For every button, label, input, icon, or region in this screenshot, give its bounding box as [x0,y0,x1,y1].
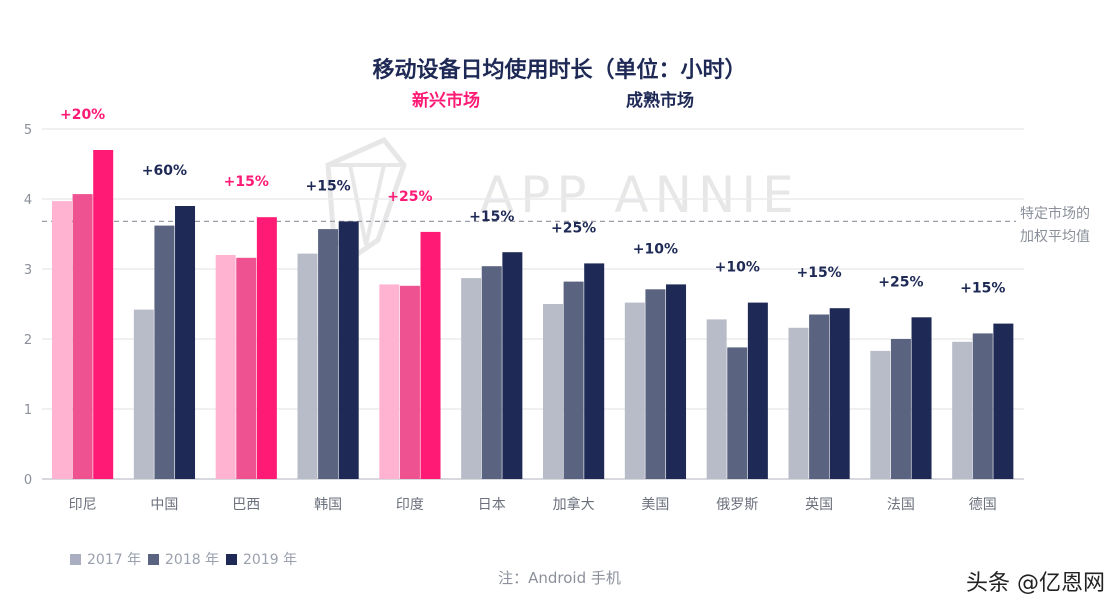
bar-印尼-2018年 [72,194,93,479]
legend-label-2018: 2018 年 [165,552,220,568]
reference-line-label: 特定市场的 加权平均值 [1020,203,1115,249]
y-tick-label: 5 [24,123,32,138]
legend-item-2019: 2019 年 [226,549,297,569]
x-category-label: 巴西 [232,497,260,513]
mature-markets-label: 成熟市场 [626,91,694,111]
bar-中国-2018年 [154,225,175,479]
app-annie-logo-watermark: APP ANNIE [325,136,800,259]
legend-swatch-2017 [70,553,81,565]
x-category-label: 俄罗斯 [716,497,758,513]
bar-法国-2018年 [890,339,911,479]
footnote: 注：Android 手机 [498,569,621,587]
app-annie-watermark-text: APP ANNIE [480,166,800,224]
legend-swatch-2018 [148,553,159,565]
growth-annotation: +20% [60,107,105,123]
growth-annotation: +10% [633,241,678,257]
growth-annotation: +25% [878,274,923,290]
bar-法国-2019年 [911,317,932,479]
bar-美国-2018年 [645,289,666,479]
bar-巴西-2018年 [236,257,257,479]
legend-item-2018: 2018 年 [148,549,219,569]
y-tick-label: 1 [24,403,32,418]
growth-annotation: +15% [469,209,514,225]
bar-英国-2019年 [829,308,850,479]
bar-印度-2018年 [399,285,420,479]
bar-美国-2017年 [624,302,645,479]
x-category-label: 日本 [478,497,506,513]
growth-annotation: +25% [387,189,432,205]
bar-印度-2019年 [420,231,441,479]
bar-日本-2019年 [502,252,523,479]
reference-line-label-line-2: 加权平均值 [1020,229,1090,245]
x-category-label: 韩国 [314,497,342,513]
legend-label-2019: 2019 年 [243,552,298,568]
growth-annotation: +15% [224,174,269,190]
growth-annotation: +10% [715,260,760,276]
bar-英国-2018年 [809,314,830,479]
bar-印尼-2017年 [52,201,72,479]
x-category-label: 印尼 [69,497,97,513]
bar-巴西-2019年 [256,217,277,479]
growth-annotation: +15% [305,178,350,194]
bar-德国-2017年 [952,341,973,479]
y-tick-label: 0 [24,473,32,488]
y-tick-label: 3 [24,263,32,278]
bar-加拿大-2019年 [584,263,605,479]
bar-日本-2017年 [461,278,482,479]
bar-中国-2019年 [175,206,196,479]
bar-韩国-2019年 [338,221,359,479]
chart-title: 移动设备日均使用时长（单位：小时） [372,58,747,83]
y-tick-label: 4 [24,193,32,208]
bar-韩国-2017年 [297,253,318,479]
bar-德国-2018年 [972,333,993,479]
x-category-label: 德国 [969,497,997,513]
bar-印尼-2019年 [93,150,114,479]
x-category-label: 英国 [805,496,833,513]
x-category-label: 法国 [887,497,915,513]
emerging-markets-label: 新兴市场 [412,91,480,111]
legend-swatch-2019 [226,553,237,565]
bar-法国-2017年 [870,350,891,479]
bar-俄罗斯-2018年 [727,347,748,479]
bar-俄罗斯-2019年 [747,302,768,479]
source-watermark: 头条 @亿恩网 [966,571,1105,596]
bar-俄罗斯-2017年 [706,319,727,479]
bar-英国-2017年 [788,327,809,479]
legend-label-2017: 2017 年 [87,552,142,568]
bar-德国-2019年 [993,323,1014,479]
bar-韩国-2018年 [318,229,339,479]
bar-中国-2017年 [133,309,154,479]
y-tick-label: 2 [24,333,32,348]
bar-巴西-2017年 [215,255,236,479]
growth-annotation: +15% [960,281,1005,297]
bar-加拿大-2017年 [543,304,563,479]
x-category-label: 印度 [396,497,424,513]
x-category-label: 美国 [641,497,669,513]
growth-annotation: +25% [551,220,596,236]
bar-印度-2017年 [379,284,400,479]
legend-item-2017: 2017 年 [70,549,141,569]
bar-加拿大-2018年 [563,281,584,479]
growth-annotation: +15% [796,265,841,281]
reference-line-label-line-1: 特定市场的 [1020,206,1090,222]
growth-annotation: +60% [142,163,187,179]
x-category-label: 中国 [150,497,178,513]
bar-日本-2018年 [481,266,502,479]
x-category-label: 加拿大 [553,496,595,513]
bar-美国-2019年 [666,284,687,479]
